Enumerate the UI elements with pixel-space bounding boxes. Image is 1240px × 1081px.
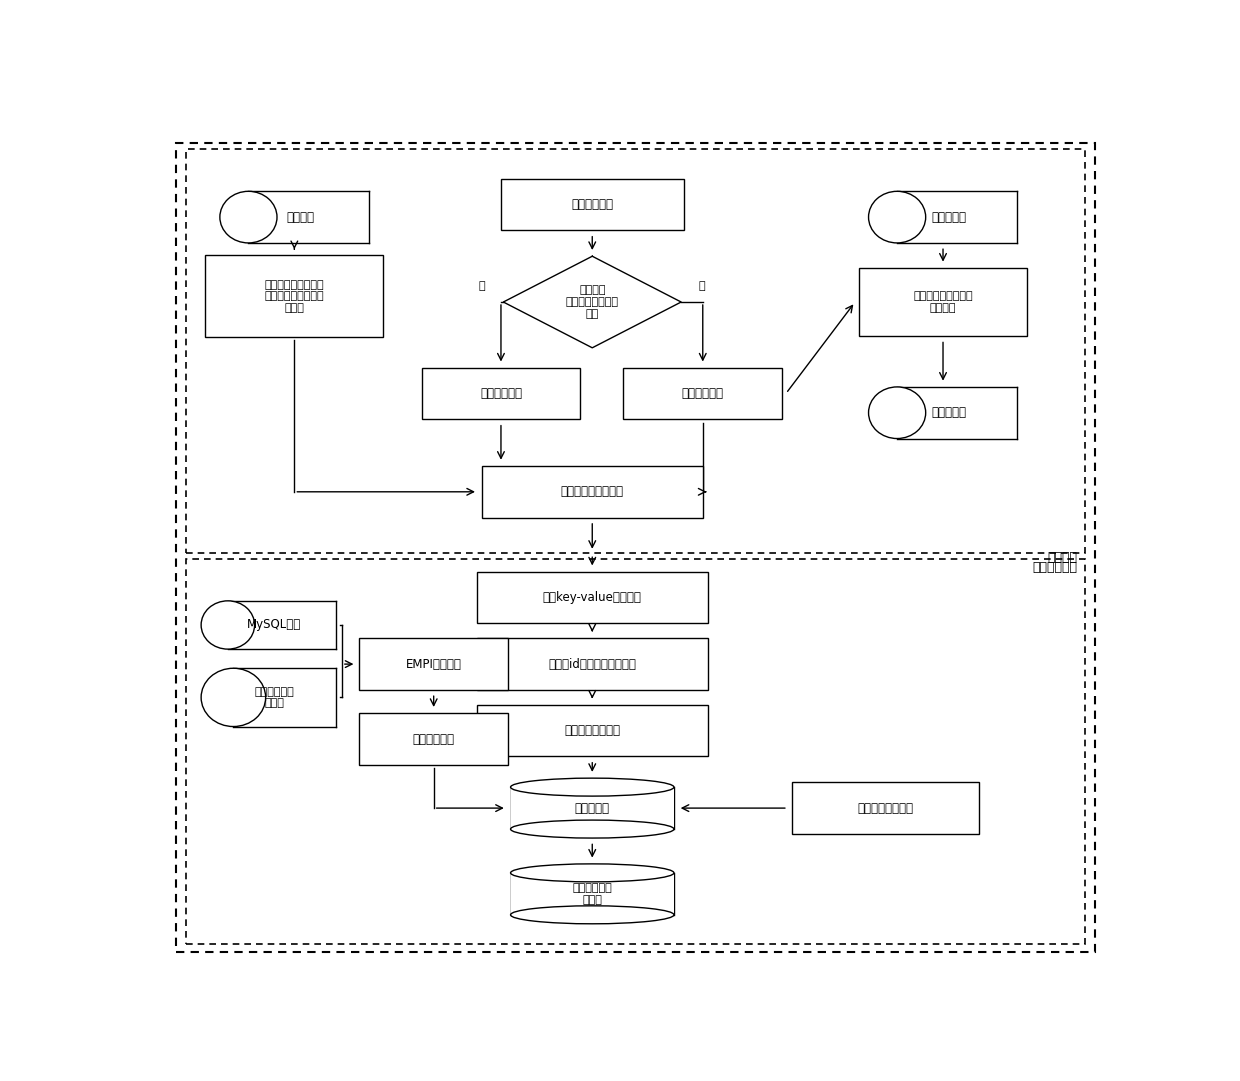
FancyBboxPatch shape [481,466,703,518]
Bar [511,787,675,829]
Bar [233,668,336,726]
Polygon shape [503,256,681,348]
Text: 数据标准转换: 数据标准转换 [413,733,455,746]
FancyBboxPatch shape [477,705,708,757]
Bar [186,559,1085,944]
Text: 基础模板库: 基础模板库 [931,211,966,224]
Bar [228,601,336,649]
Ellipse shape [511,820,675,838]
Text: 问卷题库: 问卷题库 [286,211,314,224]
Text: 编排问卷顺序: 编排问卷顺序 [480,387,522,400]
Ellipse shape [511,864,675,882]
Text: 用户指标库: 用户指标库 [575,802,610,815]
FancyBboxPatch shape [477,572,708,624]
Ellipse shape [201,601,254,649]
FancyBboxPatch shape [624,368,782,419]
Ellipse shape [511,778,675,796]
Bar [897,191,1018,243]
FancyBboxPatch shape [422,368,580,419]
Text: 结构化分析模
型数据: 结构化分析模 型数据 [573,883,613,905]
Text: EMPI身份识别: EMPI身份识别 [405,657,461,670]
Ellipse shape [201,668,265,726]
Text: 更新指标库: 更新指标库 [931,406,966,419]
Text: 数据采集: 数据采集 [1048,551,1078,564]
Text: 问卷项值逻辑映射: 问卷项值逻辑映射 [564,724,620,737]
FancyBboxPatch shape [791,783,980,833]
FancyBboxPatch shape [501,178,683,230]
Text: 否: 否 [699,281,706,291]
Ellipse shape [511,906,675,924]
Text: 数据双向映射: 数据双向映射 [1033,561,1078,574]
Text: 问卷项id和指标库字段映射: 问卷项id和指标库字段映射 [548,657,636,670]
Text: 设计问卷模板: 设计问卷模板 [572,198,614,211]
FancyBboxPatch shape [206,255,383,337]
Bar [186,149,1085,552]
Bar [511,872,675,915]
Text: 构建数据分析模型: 构建数据分析模型 [857,802,914,815]
Text: 提交问卷模板: 提交问卷模板 [682,387,724,400]
Bar [248,191,368,243]
Ellipse shape [868,387,926,439]
Text: 自动化组件生成问卷: 自动化组件生成问卷 [560,485,624,498]
Text: 生成key-value队列数据: 生成key-value队列数据 [543,591,641,604]
Ellipse shape [219,191,277,243]
FancyBboxPatch shape [477,638,708,690]
Bar [897,387,1018,439]
FancyBboxPatch shape [360,713,508,765]
Text: 是: 是 [479,281,486,291]
FancyBboxPatch shape [859,268,1027,336]
Text: MySQL数据: MySQL数据 [247,618,301,631]
Text: 查看模板
库，是否存在合适
模板: 查看模板 库，是否存在合适 模板 [565,285,619,319]
Text: 提取指标，创建指标
存储模型: 提取指标，创建指标 存储模型 [913,291,973,312]
Ellipse shape [868,191,926,243]
Text: 抽取各类题型，拆分
题干，构建自动顾表
单组件: 抽取各类题型，拆分 题干，构建自动顾表 单组件 [264,280,324,312]
FancyBboxPatch shape [360,638,508,690]
Text: 手工数据等多
源数据: 手工数据等多 源数据 [255,686,295,708]
